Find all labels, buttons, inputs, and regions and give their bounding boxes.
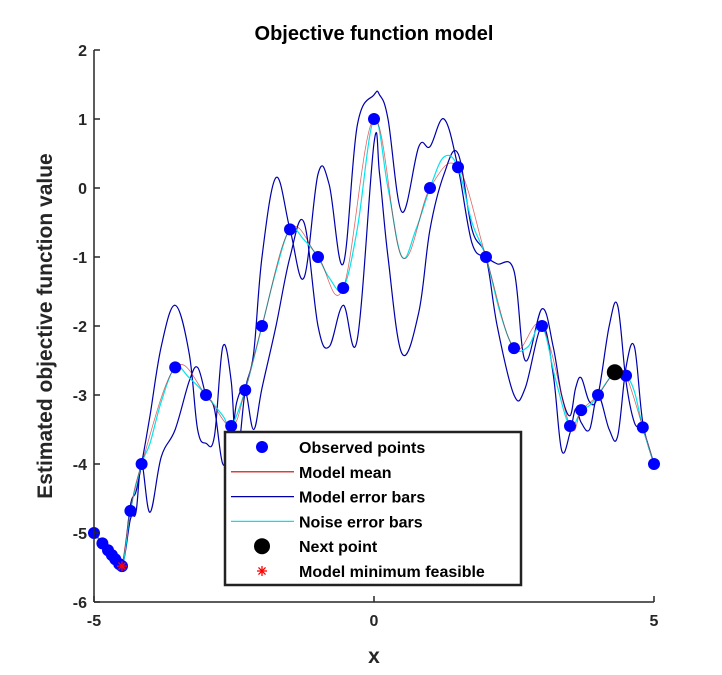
x-tick-label: 5 <box>650 613 659 630</box>
legend-item: Model error bars <box>231 490 425 507</box>
y-axis-label: Estimated objective function value <box>34 153 57 498</box>
observed-point <box>636 421 649 434</box>
legend-item: Observed points <box>256 440 425 457</box>
star-stroke <box>118 562 126 571</box>
observed-point <box>508 342 520 355</box>
markers-layer <box>88 113 660 573</box>
legend-label: Noise error bars <box>299 514 423 531</box>
observed-point <box>480 251 492 263</box>
legend-label: Observed points <box>299 440 425 457</box>
observed-point <box>620 369 632 382</box>
legend-star-icon <box>257 566 267 576</box>
next-point-marker <box>606 364 623 381</box>
observed-point <box>239 384 252 397</box>
legend-item: Next point <box>254 538 378 556</box>
legend-item: Model minimum feasible <box>257 564 485 581</box>
star-stroke <box>258 567 266 575</box>
observed-point <box>648 458 660 470</box>
chart-title: Objective function model <box>255 23 494 45</box>
observed-point <box>575 404 588 417</box>
observed-point <box>536 320 548 332</box>
observed-point <box>200 389 212 401</box>
model-error-upper-line <box>93 90 655 570</box>
observed-point <box>256 320 268 332</box>
y-tick-label: 1 <box>78 112 87 129</box>
observed-point <box>452 161 464 174</box>
model-minimum-marker <box>117 561 127 572</box>
observed-point <box>225 420 238 433</box>
y-tick-label: -5 <box>73 526 87 543</box>
x-tick-label: -5 <box>87 613 101 630</box>
legend-label: Model minimum feasible <box>299 564 485 581</box>
y-tick-label: -2 <box>73 319 87 336</box>
legend-label: Model mean <box>299 465 391 482</box>
legend: Observed points Model mean Model error bar… <box>223 430 523 587</box>
legend-box <box>223 430 523 587</box>
observed-point <box>312 251 324 263</box>
y-tick-label: -3 <box>73 388 87 405</box>
legend-bigdot-icon <box>254 538 270 555</box>
legend-label: Next point <box>299 539 378 556</box>
observed-point <box>564 420 576 433</box>
y-tick-label: -1 <box>73 250 87 267</box>
observed-point <box>124 504 137 517</box>
legend-item: Noise error bars <box>231 514 423 531</box>
legend-label: Model error bars <box>299 490 425 507</box>
observed-point <box>169 361 182 374</box>
y-tick-label: -6 <box>73 595 87 612</box>
y-tick-label: -4 <box>73 457 87 474</box>
observed-point <box>284 223 296 236</box>
observed-point <box>337 282 350 295</box>
observed-point <box>368 113 380 125</box>
y-tick-label: 2 <box>78 43 87 60</box>
observed-point <box>424 182 436 194</box>
y-tick-label: 0 <box>78 181 87 198</box>
x-axis-label: x <box>368 645 380 668</box>
ticks-layer: 210-1-2-3-4-5-6-5 0 5 <box>73 43 659 630</box>
observed-point <box>592 389 604 401</box>
legend-dot-icon <box>256 441 268 453</box>
x-tick-label: 0 <box>370 613 379 630</box>
legend-item: Model mean <box>231 465 391 482</box>
observed-point <box>135 458 148 470</box>
